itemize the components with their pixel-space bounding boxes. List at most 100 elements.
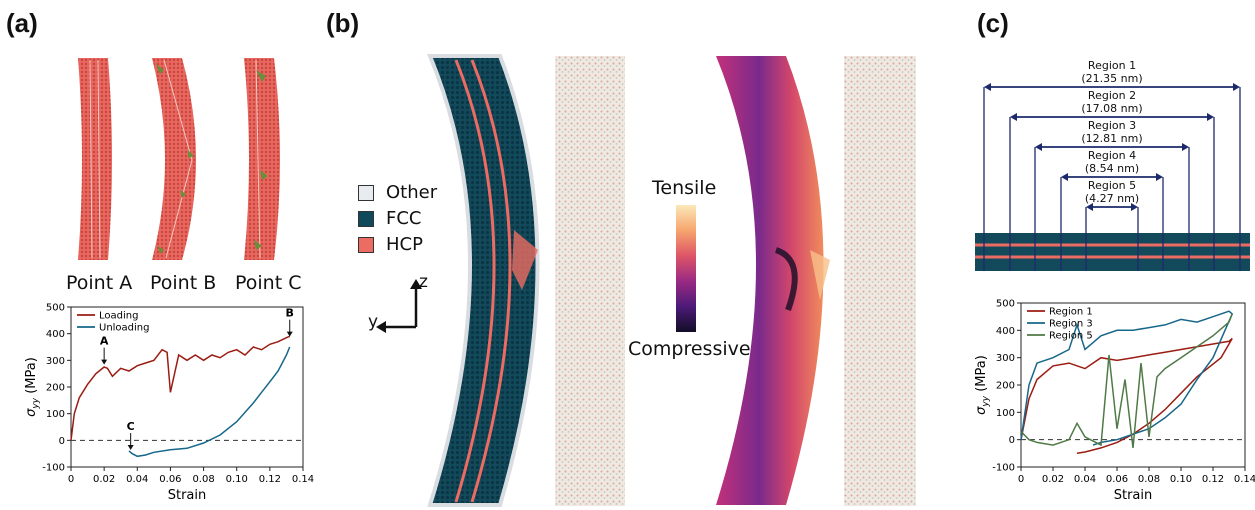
annotation-label-2: C <box>127 420 135 433</box>
structure-snapshot-b <box>427 54 625 507</box>
y-axis-label: σyy (MPa) <box>974 355 991 415</box>
panel-label-b: (b) <box>326 8 360 38</box>
snapshot-point-c <box>244 58 280 260</box>
region-diagram <box>975 83 1250 271</box>
slab <box>975 233 1250 271</box>
x-tick-label: 0.12 <box>259 474 281 485</box>
region-name-2: Region 2 <box>1087 89 1137 102</box>
y-tick-label: 100 <box>996 408 1015 419</box>
series-line-0 <box>1020 337 1233 455</box>
x-tick-label: 0.02 <box>1042 474 1064 485</box>
x-tick-label: 0.04 <box>126 474 148 485</box>
region-size-5: (4.27 nm) <box>1084 192 1140 205</box>
x-tick-label: 0.04 <box>1074 474 1096 485</box>
region-size-2: (17.08 nm) <box>1081 102 1143 115</box>
region-label-2: Region 2 (17.08 nm) <box>1067 89 1157 115</box>
y-tick-label: -100 <box>992 463 1015 474</box>
panel-label-c: (c) <box>977 8 1009 38</box>
region-arrowhead-left-5 <box>1086 203 1093 211</box>
x-tick-label: 0 <box>1018 474 1024 485</box>
x-tick-label: 0.12 <box>1202 474 1224 485</box>
region-label-5: Region 5 (4.27 nm) <box>1067 179 1157 205</box>
colorbar-bottom-label: Compressive <box>628 338 751 360</box>
snapshot-point-a <box>78 58 112 260</box>
annotation-arrowhead-1 <box>286 331 293 337</box>
x-tick-label: 0.06 <box>159 474 181 485</box>
region-arrowhead-right-3 <box>1182 143 1189 151</box>
region-arrowhead-left-3 <box>1035 143 1042 151</box>
y-tick-label: 0 <box>1009 435 1015 446</box>
y-tick-label: 200 <box>996 381 1015 392</box>
legend-other: Other <box>358 182 437 203</box>
legend-label-1: Unloading <box>99 323 150 334</box>
y-axis-label: σyy (MPa) <box>24 357 41 417</box>
colorbar <box>676 205 696 332</box>
x-tick-label: 0.10 <box>1170 474 1192 485</box>
region-arrowhead-left-4 <box>1061 173 1068 181</box>
axis-glyph <box>376 279 422 333</box>
x-tick-label: 0.06 <box>1106 474 1128 485</box>
y-tick-label: 0 <box>59 436 65 447</box>
region-arrowhead-right-5 <box>1131 203 1138 211</box>
y-axis-label-subscript: yy <box>31 397 41 409</box>
region-label-3: Region 3 (12.81 nm) <box>1067 119 1157 145</box>
legend-label-fcc: FCC <box>386 208 422 229</box>
x-axis-label: Strain <box>1114 488 1153 503</box>
colorbar-top-label: Tensile <box>652 177 717 199</box>
y-tick-label: -100 <box>42 463 65 474</box>
legend-fcc: FCC <box>358 208 422 229</box>
region-name-3: Region 3 <box>1087 119 1137 132</box>
x-tick-label: 0 <box>68 474 74 485</box>
region-label-1: Region 1 (21.35 nm) <box>1067 59 1157 85</box>
stress-strain-chart-c: 0 0.02 0.04 0.06 0.08 0.10 0.12 0.14-1000100200… <box>974 299 1255 504</box>
point-a-label: Point A <box>66 272 133 294</box>
x-axis-label: Strain <box>168 488 207 503</box>
annotation-label-0: A <box>100 335 109 348</box>
region-label-4: Region 4 (8.54 nm) <box>1067 149 1157 175</box>
region-arrowhead-right-2 <box>1207 113 1214 121</box>
legend-label-2: Region 5 <box>1049 331 1093 342</box>
series-line-2 <box>1020 313 1233 448</box>
point-b-label: Point B <box>150 272 217 294</box>
stress-snapshot-b <box>716 56 916 506</box>
region-size-1: (21.35 nm) <box>1081 72 1143 85</box>
y-tick-label: 500 <box>46 303 65 314</box>
legend-label-0: Loading <box>99 311 138 322</box>
series-line-0 <box>70 335 290 441</box>
y-tick-label: 500 <box>996 299 1015 310</box>
point-c-label: Point C <box>235 272 302 294</box>
annotation-arrowhead-0 <box>101 359 108 365</box>
legend-label-hcp: HCP <box>386 234 423 255</box>
x-tick-label: 0.14 <box>292 474 314 485</box>
y-tick-label: 100 <box>46 409 65 420</box>
legend-hcp: HCP <box>358 234 423 255</box>
y-tick-label: 400 <box>996 326 1015 337</box>
legend-label-other: Other <box>386 182 438 203</box>
x-tick-label: 0.14 <box>1234 474 1255 485</box>
annotation-label-1: B <box>286 307 294 320</box>
snapshot-point-b <box>152 58 196 260</box>
region-arrowhead-left-2 <box>1010 113 1017 121</box>
axis-y-label: y <box>368 312 379 332</box>
x-tick-label: 0.10 <box>226 474 248 485</box>
region-arrowhead-left-1 <box>984 83 991 91</box>
region-arrowhead-right-1 <box>1233 83 1240 91</box>
region-name-1: Region 1 <box>1087 59 1137 72</box>
region-name-5: Region 5 <box>1087 179 1137 192</box>
region-size-4: (8.54 nm) <box>1084 162 1140 175</box>
y-tick-label: 300 <box>996 353 1015 364</box>
legend-swatch-fcc <box>358 210 374 227</box>
legend-swatch-other <box>358 184 374 201</box>
y-axis-label-subscript: yy <box>981 395 991 407</box>
legend-swatch-hcp <box>358 236 374 253</box>
region-arrowhead-right-4 <box>1156 173 1163 181</box>
y-tick-label: 400 <box>46 329 65 340</box>
panel-label-a: (a) <box>6 8 38 38</box>
snapshot-images-a <box>78 58 280 260</box>
y-axis-label-unit: (MPa) <box>974 355 989 396</box>
y-tick-label: 300 <box>46 356 65 367</box>
x-tick-label: 0.08 <box>192 474 214 485</box>
stress-strain-chart-a: 0 0.02 0.04 0.06 0.08 0.10 0.12 0.14-1000100200… <box>24 303 314 504</box>
legend-label-0: Region 1 <box>1049 307 1093 318</box>
region-name-4: Region 4 <box>1087 149 1137 162</box>
